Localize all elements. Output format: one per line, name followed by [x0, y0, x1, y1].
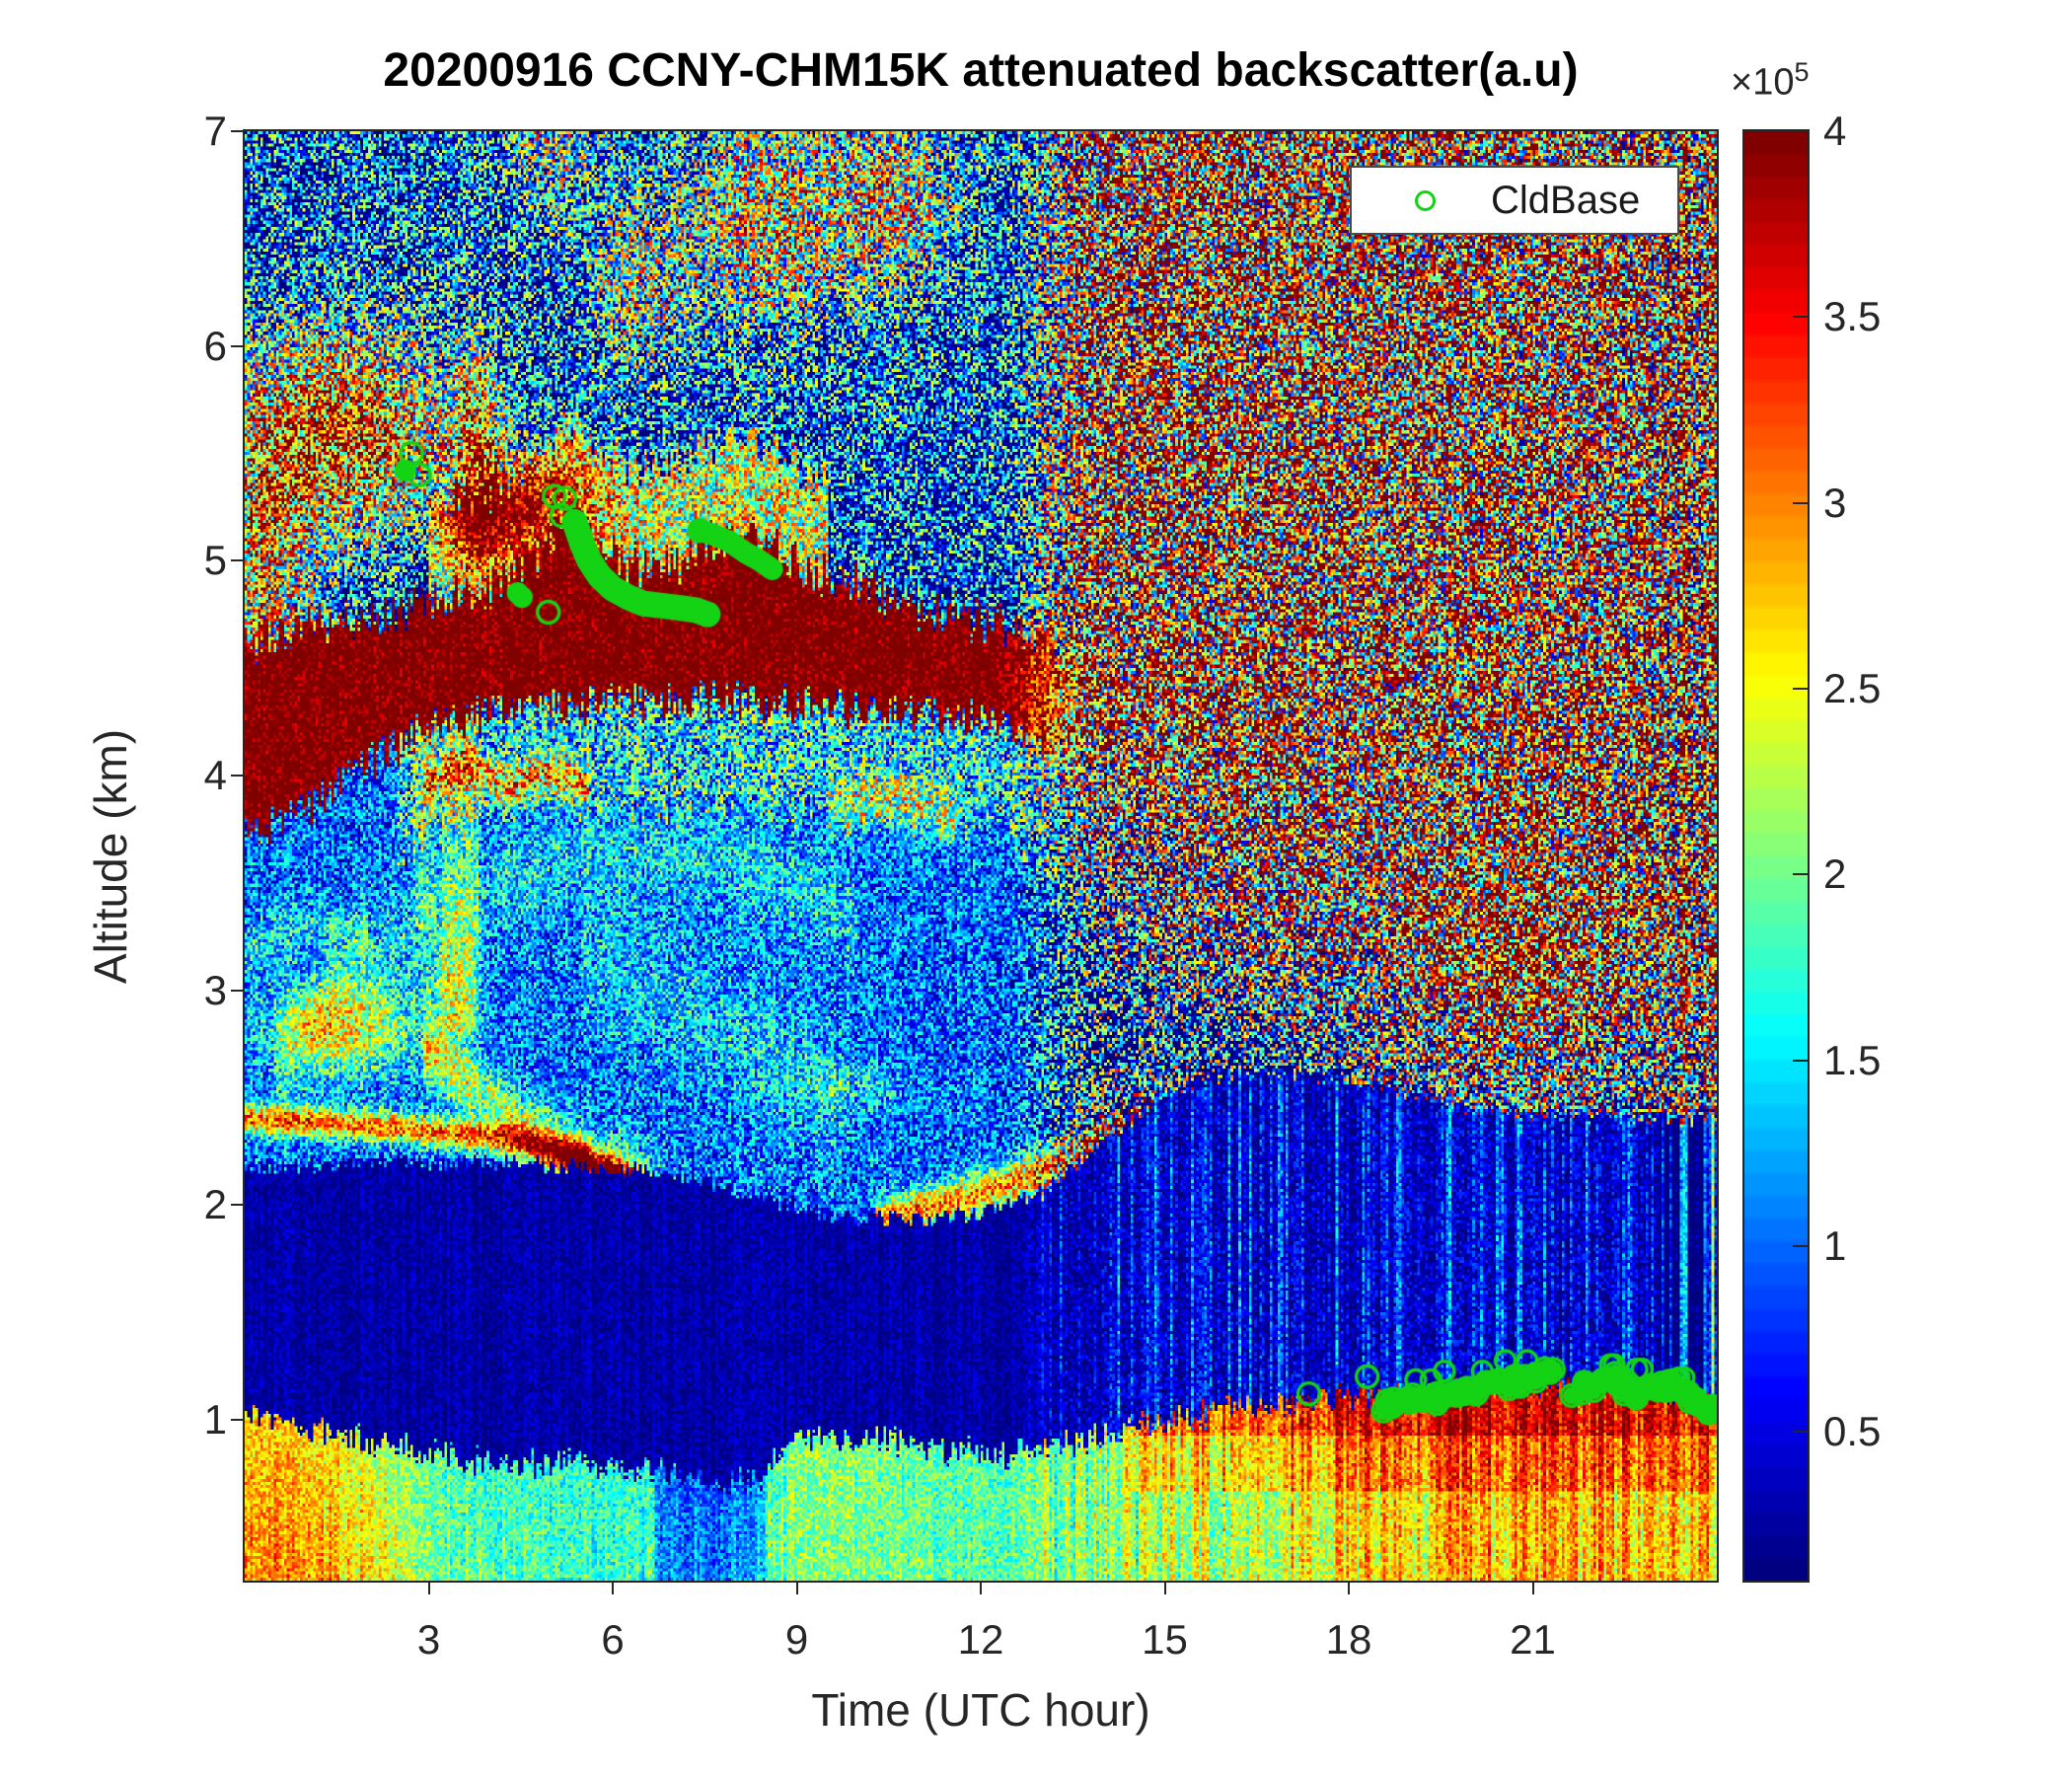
colorbar-exponent-base: ×10	[1731, 61, 1795, 104]
colorbar-exponent: ×105	[1731, 57, 1810, 105]
cldbase-marker-icon	[1415, 189, 1436, 211]
colorbar-tick-label: 1	[1823, 1222, 1847, 1269]
x-tick-mark	[612, 1581, 614, 1594]
plot-title: 20200916 CCNY-CHM15K attenuated backscat…	[383, 44, 1579, 97]
colorbar	[1744, 131, 1808, 1581]
y-tick-mark	[231, 559, 245, 562]
colorbar-canvas	[1744, 131, 1808, 1581]
y-axis-label: Altitude (km)	[85, 728, 136, 985]
x-tick-mark	[980, 1581, 982, 1594]
x-tick-mark	[427, 1581, 430, 1594]
colorbar-tick-mark	[1793, 873, 1808, 876]
colorbar-tick-mark	[1793, 501, 1808, 504]
plot-area	[245, 131, 1717, 1581]
y-tick-mark	[231, 130, 245, 132]
y-tick-label: 5	[203, 537, 227, 584]
x-tick-mark	[1531, 1581, 1534, 1594]
y-tick-label: 6	[203, 322, 227, 369]
colorbar-tick-label: 2.5	[1823, 665, 1882, 711]
y-tick-mark	[231, 774, 245, 777]
x-tick-label: 15	[1142, 1616, 1188, 1663]
colorbar-tick-mark	[1793, 1431, 1808, 1434]
x-axis-label: Time (UTC hour)	[811, 1684, 1150, 1736]
y-tick-label: 3	[203, 966, 227, 1013]
y-tick-mark	[231, 344, 245, 347]
x-tick-mark	[1163, 1581, 1166, 1594]
cldbase-canvas	[245, 131, 1717, 1581]
y-tick-label: 1	[203, 1395, 227, 1443]
y-tick-mark	[231, 1204, 245, 1207]
x-tick-label: 3	[416, 1616, 441, 1663]
y-tick-mark	[231, 989, 245, 992]
colorbar-tick-mark	[1793, 130, 1808, 132]
x-tick-mark	[1348, 1581, 1350, 1594]
y-tick-label: 4	[203, 751, 227, 798]
y-tick-label: 2	[203, 1181, 227, 1228]
legend: CldBase	[1350, 166, 1679, 235]
x-tick-label: 6	[601, 1616, 625, 1663]
x-tick-label: 9	[784, 1616, 809, 1663]
colorbar-tick-label: 2	[1823, 851, 1847, 898]
colorbar-tick-label: 0.5	[1823, 1408, 1882, 1455]
colorbar-tick-label: 1.5	[1823, 1036, 1882, 1083]
colorbar-tick-mark	[1793, 1059, 1808, 1062]
y-tick-mark	[231, 1418, 245, 1421]
x-tick-label: 18	[1325, 1616, 1372, 1663]
colorbar-tick-mark	[1793, 688, 1808, 690]
x-tick-mark	[795, 1581, 798, 1594]
y-tick-label: 7	[203, 108, 227, 154]
colorbar-tick-mark	[1793, 1245, 1808, 1247]
colorbar-tick-label: 4	[1823, 108, 1847, 154]
x-tick-label: 12	[957, 1616, 1004, 1663]
colorbar-exponent-power: 5	[1794, 57, 1810, 87]
colorbar-tick-label: 3	[1823, 479, 1847, 526]
legend-label: CldBase	[1491, 178, 1641, 222]
colorbar-tick-label: 3.5	[1823, 293, 1882, 340]
colorbar-tick-mark	[1793, 316, 1808, 319]
x-tick-label: 21	[1510, 1616, 1556, 1663]
